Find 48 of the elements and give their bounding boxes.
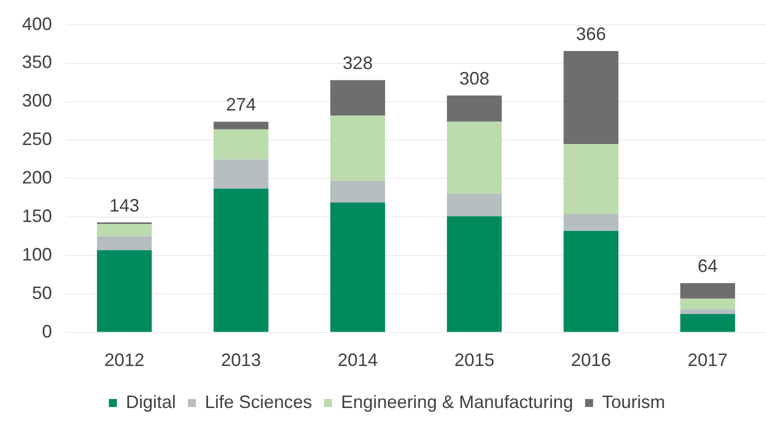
x-tick-label: 2013	[221, 350, 262, 370]
bar	[446, 194, 502, 216]
bar	[680, 314, 736, 332]
y-tick-label: 150	[22, 206, 52, 226]
bar	[214, 122, 268, 130]
bar	[564, 50, 618, 144]
bar	[330, 116, 386, 181]
bar	[446, 122, 502, 194]
bar	[680, 283, 736, 299]
y-tick-label: 50	[32, 282, 52, 303]
bar	[680, 309, 736, 314]
y-tick-label: 100	[22, 244, 52, 264]
bar	[214, 188, 268, 332]
total-label: 64	[698, 256, 718, 276]
bar	[330, 202, 386, 332]
bar	[96, 224, 152, 236]
legend-label: Engineering & Manufacturing	[340, 392, 574, 412]
y-tick-label: 200	[22, 168, 52, 188]
y-tick-label: 300	[22, 90, 52, 111]
bar	[446, 96, 502, 122]
bar	[564, 230, 618, 332]
x-tick-label: 2014	[338, 350, 378, 370]
bar	[680, 298, 736, 310]
total-label: 308	[459, 68, 490, 89]
x-tick-label: 2016	[570, 350, 612, 370]
bar	[96, 236, 152, 250]
legend-label: Life Sciences	[204, 392, 312, 412]
bar	[564, 144, 618, 214]
y-tick-label: 0	[42, 321, 52, 342]
bar	[330, 180, 386, 202]
bar	[564, 214, 618, 231]
total-label: 143	[109, 195, 140, 216]
total-label: 274	[226, 94, 256, 115]
legend-label: Tourism	[602, 392, 666, 412]
legend-label: Digital	[126, 392, 176, 412]
bar	[96, 250, 152, 332]
x-tick-label: 2012	[104, 350, 144, 370]
x-tick-label: 2017	[688, 350, 728, 370]
y-tick-label: 250	[22, 129, 52, 150]
bar	[214, 159, 268, 189]
x-tick-label: 2015	[454, 350, 494, 370]
bar	[330, 80, 386, 116]
total-label: 328	[342, 53, 373, 74]
total-label: 366	[576, 24, 606, 44]
y-tick-label: 400	[22, 14, 52, 34]
y-tick-label: 350	[22, 52, 52, 72]
bar	[446, 216, 502, 332]
bar	[214, 129, 268, 160]
